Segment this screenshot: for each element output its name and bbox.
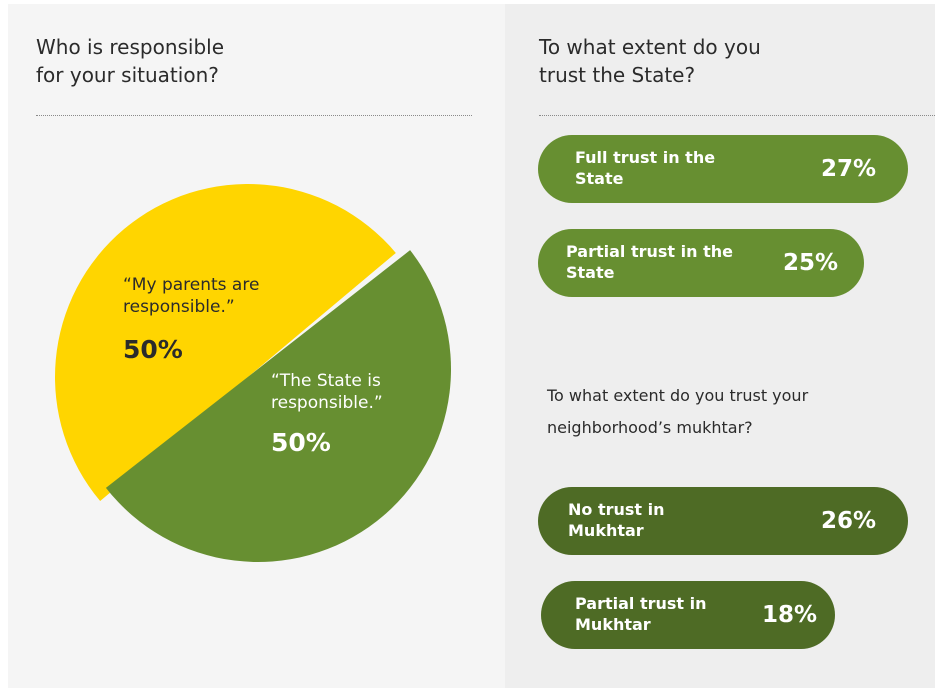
- pie-label-parents-line1: “My parents are: [123, 275, 260, 295]
- pill-no-trust-mukhtar-label: No trust in Mukhtar: [568, 499, 665, 541]
- mukhtar-trust-heading: To what extent do you trust your neighbo…: [547, 380, 808, 444]
- pill-partial-trust-state-pct: 25%: [783, 250, 839, 276]
- pill-full-trust-state: Full trust in the State 27%: [538, 135, 908, 203]
- pie-label-parents-line2: responsible.”: [123, 297, 235, 317]
- right-divider: [539, 115, 935, 116]
- pill-partial-trust-mukhtar-line1: Partial trust in: [575, 594, 707, 613]
- pill-no-trust-mukhtar-line1: No trust in: [568, 500, 665, 519]
- pie-label-state-line2: responsible.”: [271, 393, 383, 413]
- mukhtar-trust-heading-line1: To what extent do you trust your: [547, 386, 809, 405]
- state-trust-heading: To what extent do you trust the State?: [539, 33, 761, 89]
- pill-partial-trust-mukhtar-line2: Mukhtar: [575, 615, 651, 634]
- right-panel: [505, 4, 935, 688]
- pie-label-state-line1: “The State is: [271, 371, 381, 391]
- pill-partial-trust-state-line2: State: [566, 263, 615, 282]
- state-trust-heading-line2: trust the State?: [539, 63, 696, 87]
- pill-no-trust-mukhtar-pct: 26%: [821, 508, 877, 534]
- pill-partial-trust-state: Partial trust in the State 25%: [538, 229, 864, 297]
- pill-full-trust-state-line2: State: [575, 169, 624, 188]
- pie-label-state: “The State is responsible.”: [271, 370, 383, 414]
- responsibility-heading: Who is responsible for your situation?: [36, 33, 224, 89]
- pill-full-trust-state-label: Full trust in the State: [575, 147, 715, 189]
- responsibility-heading-line2: for your situation?: [36, 63, 219, 87]
- pill-no-trust-mukhtar: No trust in Mukhtar 26%: [538, 487, 908, 555]
- pie-pct-state: 50%: [271, 428, 331, 457]
- mukhtar-trust-heading-line2: neighborhood’s mukhtar?: [547, 418, 753, 437]
- pill-full-trust-state-pct: 27%: [821, 156, 877, 182]
- left-panel: [8, 4, 505, 688]
- pie-pct-parents: 50%: [123, 335, 183, 364]
- responsibility-heading-line1: Who is responsible: [36, 35, 225, 59]
- pill-partial-trust-mukhtar: Partial trust in Mukhtar 18%: [541, 581, 835, 649]
- pill-partial-trust-mukhtar-pct: 18%: [762, 602, 818, 628]
- state-trust-heading-line1: To what extent do you: [539, 35, 761, 59]
- left-divider: [36, 115, 472, 116]
- pill-no-trust-mukhtar-line2: Mukhtar: [568, 521, 644, 540]
- pill-partial-trust-mukhtar-label: Partial trust in Mukhtar: [575, 593, 707, 635]
- pie-label-parents: “My parents are responsible.”: [123, 274, 259, 318]
- pill-partial-trust-state-line1: Partial trust in the: [566, 242, 733, 261]
- pill-full-trust-state-line1: Full trust in the: [575, 148, 716, 167]
- pill-partial-trust-state-label: Partial trust in the State: [566, 241, 733, 283]
